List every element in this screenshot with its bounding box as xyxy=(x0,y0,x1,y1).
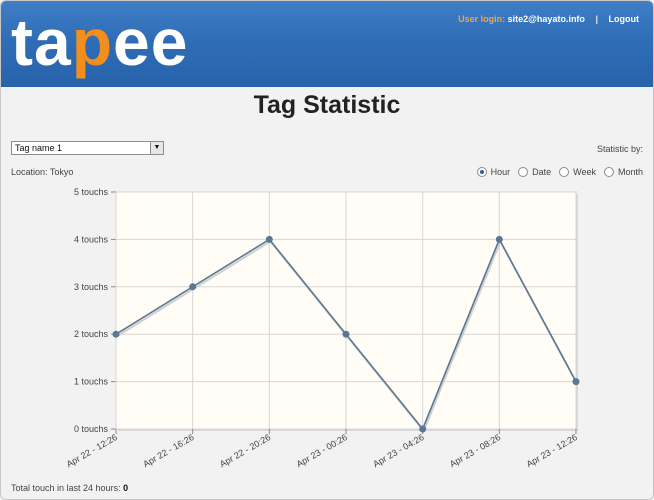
logo-text-a: ta xyxy=(11,5,72,79)
tag-select[interactable]: Tag name 1 ▼ xyxy=(11,141,164,155)
data-point xyxy=(495,235,503,243)
option-date-label: Date xyxy=(532,167,552,177)
user-bar: User login: site2@hayato.info | Logout xyxy=(458,14,639,24)
data-point xyxy=(419,425,427,433)
location-label: Location: Tokyo xyxy=(11,167,74,177)
radio-week[interactable] xyxy=(559,167,570,177)
touch-chart: 0 touchs 1 touchs 2 touchs 3 touchs 4 touchs… xyxy=(65,187,580,469)
tag-select-value: Tag name 1 xyxy=(15,143,63,153)
x-tick-label: Apr 23 - 04:26 xyxy=(371,432,425,469)
data-point xyxy=(112,330,120,338)
x-tick-label: Apr 22 - 16:26 xyxy=(141,432,195,469)
y-tick-label: 5 touchs xyxy=(74,187,109,197)
chevron-down-icon[interactable]: ▼ xyxy=(150,142,163,154)
radio-hour[interactable] xyxy=(476,167,487,177)
data-point xyxy=(342,330,350,338)
user-login-label: User login: xyxy=(458,14,506,24)
logo-pin-p: p xyxy=(71,5,114,79)
tapee-logo[interactable]: tapee xyxy=(11,7,188,77)
header-bar: tapee User login: site2@hayato.info | Lo… xyxy=(1,1,653,87)
logo-text-b: ee xyxy=(113,5,189,79)
x-tick-label: Apr 22 - 20:26 xyxy=(218,432,272,469)
total-touch-summary: Total touch in last 24 hours: 0 xyxy=(11,483,128,493)
data-point xyxy=(265,235,273,243)
x-tick-label: Apr 23 - 00:26 xyxy=(295,432,349,469)
total-touch-label: Total touch in last 24 hours: xyxy=(11,483,121,493)
y-tick-label: 1 touchs xyxy=(74,377,109,387)
option-month-label: Month xyxy=(617,167,643,177)
y-tick-label: 3 touchs xyxy=(74,282,109,292)
option-hour[interactable]: Hour xyxy=(476,167,511,177)
statistic-options: Hour Date Week Month xyxy=(469,167,643,177)
x-tick-label: Apr 22 - 12:26 xyxy=(65,432,119,469)
data-point xyxy=(189,283,197,291)
option-date[interactable]: Date xyxy=(518,167,551,177)
radio-date[interactable] xyxy=(518,167,529,177)
user-bar-separator: | xyxy=(595,14,598,24)
option-week[interactable]: Week xyxy=(559,167,596,177)
option-hour-label: Hour xyxy=(490,167,511,177)
y-tick-label: 2 touchs xyxy=(74,329,109,339)
logout-link[interactable]: Logout xyxy=(608,14,640,24)
statistic-by-label: Statistic by: xyxy=(596,144,643,154)
x-tick-label: Apr 23 - 08:26 xyxy=(448,432,502,469)
y-tick-label: 0 touchs xyxy=(74,424,109,434)
option-month[interactable]: Month xyxy=(603,167,643,177)
total-touch-value: 0 xyxy=(123,483,129,493)
x-tick-label: Apr 23 - 12:26 xyxy=(525,432,579,469)
option-week-label: Week xyxy=(573,167,596,177)
radio-month[interactable] xyxy=(603,167,614,177)
page-title: Tag Statistic xyxy=(253,91,401,119)
data-point xyxy=(572,378,580,386)
y-tick-label: 4 touchs xyxy=(74,234,109,244)
user-email: site2@hayato.info xyxy=(507,14,585,24)
